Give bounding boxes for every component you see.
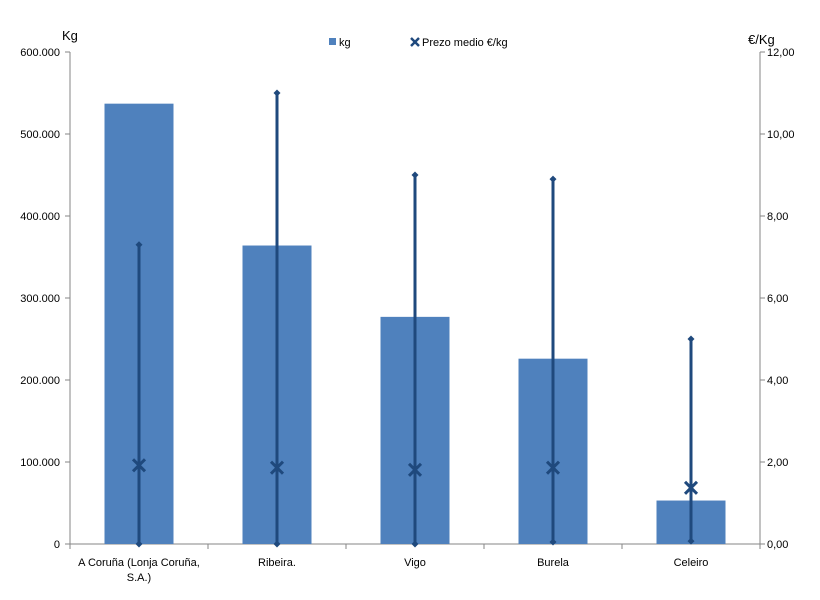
x-category-label: Ribeira. bbox=[258, 557, 296, 569]
x-category-label: Celeiro bbox=[674, 557, 709, 569]
x-axis: A Coruña (Lonja Coruña, S.A.) Ribeira. Vigo… bbox=[69, 543, 761, 584]
left-tick-label: 100.000 bbox=[20, 457, 60, 469]
right-tick-label: 12,00 bbox=[767, 47, 795, 59]
left-tick-label: 300.000 bbox=[20, 293, 60, 305]
price-min-marker-2 bbox=[411, 540, 419, 548]
price-min-marker-4 bbox=[687, 537, 695, 545]
price-max-marker-0 bbox=[135, 241, 143, 249]
left-tick-label: 200.000 bbox=[20, 375, 60, 387]
avg-marker-stroke bbox=[131, 458, 147, 473]
legend-label-kg: kg bbox=[339, 37, 351, 49]
legend-swatch-stroke bbox=[410, 37, 420, 47]
price-max-marker-3 bbox=[549, 175, 557, 183]
left-tick-label: 500.000 bbox=[20, 129, 60, 141]
right-tick-label: 4,00 bbox=[767, 375, 788, 387]
price-avg-marker-1 bbox=[269, 460, 285, 475]
avg-marker-stroke bbox=[269, 460, 285, 475]
avg-marker-stroke bbox=[407, 462, 423, 477]
price-avg-marker-3 bbox=[545, 460, 561, 475]
right-axis: 0,00 2,00 4,00 6,00 8,00 10,00 12,00 bbox=[759, 47, 795, 551]
legend-swatch-kg bbox=[329, 38, 336, 45]
price-avg-marker-2 bbox=[407, 462, 423, 477]
price-min-marker-0 bbox=[135, 540, 143, 548]
left-tick-label: 0 bbox=[54, 539, 60, 551]
x-category-label: Vigo bbox=[404, 557, 426, 569]
left-axis-label: Kg bbox=[62, 28, 78, 43]
price-avg-marker-0 bbox=[131, 458, 147, 473]
legend: kg Prezo medio €/kg bbox=[329, 37, 508, 49]
right-tick-label: 0,00 bbox=[767, 539, 788, 551]
avg-marker-stroke bbox=[683, 480, 699, 495]
price-max-marker-1 bbox=[273, 89, 281, 97]
price-max-marker-2 bbox=[411, 171, 419, 179]
x-category-label: A Coruña (Lonja Coruña, bbox=[78, 557, 200, 569]
price-avg-marker-4 bbox=[683, 480, 699, 495]
left-tick-label: 400.000 bbox=[20, 211, 60, 223]
right-axis-label: €/Kg bbox=[748, 32, 775, 47]
right-tick-label: 8,00 bbox=[767, 211, 788, 223]
price-series bbox=[131, 89, 699, 548]
avg-marker-stroke bbox=[545, 460, 561, 475]
price-max-marker-4 bbox=[687, 335, 695, 343]
x-category-label: Burela bbox=[537, 557, 570, 569]
right-tick-label: 6,00 bbox=[767, 293, 788, 305]
left-tick-label: 600.000 bbox=[20, 47, 60, 59]
price-min-marker-1 bbox=[273, 540, 281, 548]
legend-label-price: Prezo medio €/kg bbox=[422, 37, 508, 49]
right-tick-label: 2,00 bbox=[767, 457, 788, 469]
price-min-marker-3 bbox=[549, 538, 557, 546]
right-tick-label: 10,00 bbox=[767, 129, 795, 141]
x-category-label: S.A.) bbox=[127, 572, 151, 584]
left-axis: 0 100.000 200.000 300.000 400.000 500.000 600.… bbox=[20, 47, 71, 551]
legend-swatch-price bbox=[410, 37, 420, 47]
